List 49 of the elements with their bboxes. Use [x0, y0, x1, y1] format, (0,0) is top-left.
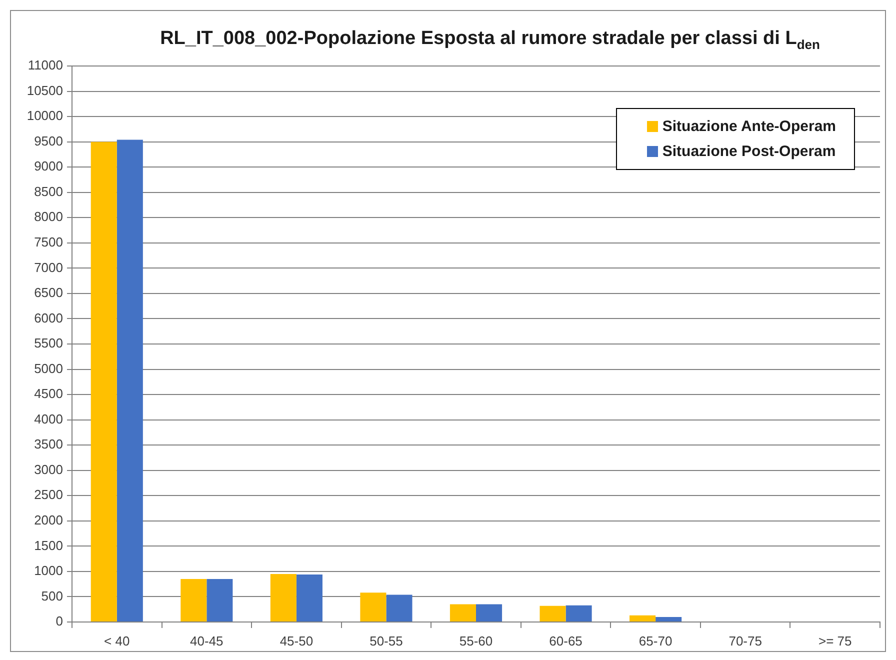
bar [566, 605, 592, 622]
x-tick-label: 70-75 [728, 633, 762, 648]
x-tick-label: >= 75 [818, 633, 852, 648]
bar [296, 574, 322, 622]
y-tick-label: 5000 [34, 360, 63, 376]
y-tick-label: 7000 [34, 260, 63, 275]
y-tick-label: 500 [41, 588, 63, 604]
bar [540, 606, 566, 622]
y-tick-label: 9500 [34, 133, 63, 148]
x-tick-label: < 40 [104, 633, 130, 648]
bar [656, 616, 682, 622]
bar [476, 604, 502, 622]
bar [630, 615, 656, 622]
bar [116, 140, 143, 622]
y-tick-label: 10500 [26, 82, 63, 98]
x-tick-label: 40-45 [190, 633, 224, 648]
y-tick-label: 8500 [34, 184, 63, 199]
y-tick-label: 4500 [34, 386, 63, 402]
y-tick-label: 4000 [34, 411, 63, 426]
bar [206, 579, 233, 622]
y-tick-label: 7500 [34, 234, 63, 250]
legend-label: Situazione Ante-Operam [662, 118, 836, 135]
y-tick-label: 1500 [34, 538, 63, 553]
y-tick-label: 6000 [34, 310, 63, 326]
bar [270, 574, 296, 622]
y-tick-label: 3000 [34, 462, 63, 477]
bar [90, 142, 117, 622]
y-tick-label: 2000 [34, 512, 63, 528]
y-tick-label: 3500 [34, 436, 63, 452]
x-tick-label: 65-70 [638, 633, 672, 648]
legend-label: Situazione Post-Operam [662, 143, 836, 160]
bar [386, 594, 412, 622]
bar [360, 592, 386, 622]
y-tick-label: 6500 [34, 285, 63, 300]
bar [180, 579, 207, 622]
y-tick-label: 10000 [26, 108, 63, 124]
x-tick-label: 60-65 [549, 633, 582, 648]
y-tick-label: 8000 [34, 209, 63, 224]
y-tick-label: 2500 [34, 487, 63, 502]
y-tick-label: 11000 [28, 58, 63, 73]
x-tick-label: 45-50 [280, 633, 314, 648]
y-tick-label: 5500 [34, 336, 63, 351]
bar [450, 604, 476, 622]
y-tick-label: 1000 [34, 563, 63, 578]
y-tick-label: 0 [56, 614, 63, 629]
chart-title: RL_IT_008_002-Popolazione Esposta al rumore stradale per classi di L$_{den}$ [160, 28, 820, 52]
x-tick-label: 55-60 [459, 633, 493, 648]
x-tick-label: 50-55 [370, 633, 403, 648]
y-tick-label: 9000 [34, 158, 63, 174]
